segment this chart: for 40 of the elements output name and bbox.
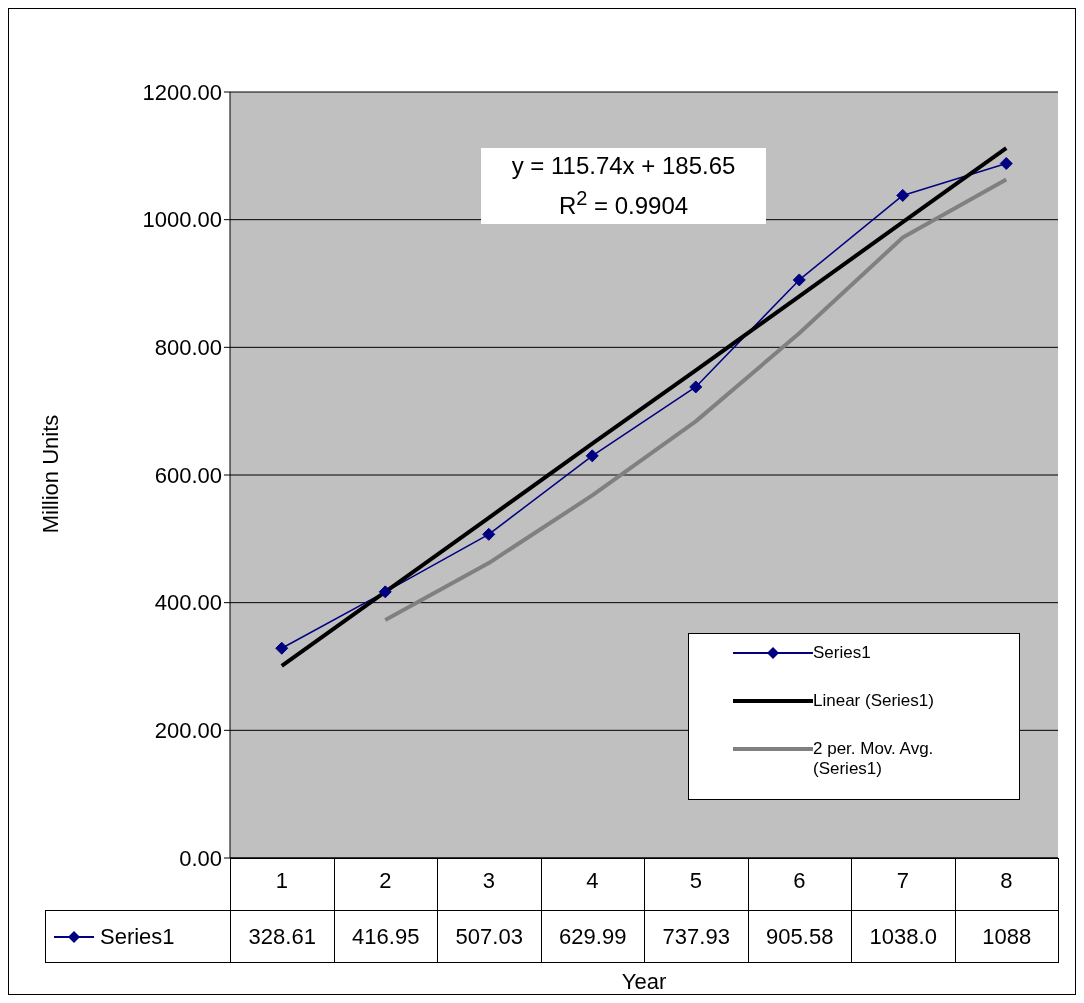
point — [896, 188, 910, 202]
data-label: 1038.0 — [851, 910, 956, 963]
annotation: R$^{2}$ = 0.9904 — [557, 186, 690, 221]
y-tick-label: 0.00 — [179, 845, 222, 871]
data-label: 629.99 — [540, 910, 645, 963]
point — [689, 380, 703, 394]
x-tick-label: 1 — [275, 867, 288, 893]
point — [585, 449, 599, 463]
line-series — [383, 177, 1009, 622]
data-label: 737.93 — [644, 910, 749, 963]
annotation: y = 115.74x + 185.65 — [510, 151, 737, 181]
point — [275, 641, 289, 655]
text: Series1 — [100, 923, 175, 949]
y-tick-label: 600.00 — [154, 462, 222, 488]
x-tick-label: 6 — [793, 867, 806, 893]
y-axis-title: Million Units — [38, 413, 64, 536]
point — [792, 273, 806, 287]
data-label: 905.58 — [747, 910, 852, 963]
x-axis-title: Year — [620, 969, 668, 995]
x-tick-label: 7 — [896, 867, 909, 893]
x-tick-label: 4 — [586, 867, 599, 893]
point — [999, 156, 1013, 170]
data-label: 1088 — [954, 910, 1059, 963]
y-tick-label: 200.00 — [154, 718, 222, 744]
x-tick-label: 2 — [379, 867, 392, 893]
y-tick-label: 800.00 — [154, 335, 222, 361]
x-tick-label: 3 — [482, 867, 495, 893]
point — [378, 585, 392, 599]
point — [482, 527, 496, 541]
data-label: 328.61 — [230, 910, 335, 963]
legend-label: Linear (Series1) — [813, 691, 935, 711]
data-label: 507.03 — [437, 910, 542, 963]
legend-label: Series1 — [813, 643, 872, 663]
data-label: 416.95 — [333, 910, 438, 963]
legend-label: 2 per. Mov. Avg. (Series1) — [813, 739, 935, 779]
y-tick-label: 400.00 — [154, 590, 222, 616]
y-tick-label: 1000.00 — [142, 207, 222, 233]
x-tick-label: 5 — [689, 867, 702, 893]
y-tick-label: 1200.00 — [142, 79, 222, 105]
x-tick-label: 8 — [1000, 867, 1013, 893]
